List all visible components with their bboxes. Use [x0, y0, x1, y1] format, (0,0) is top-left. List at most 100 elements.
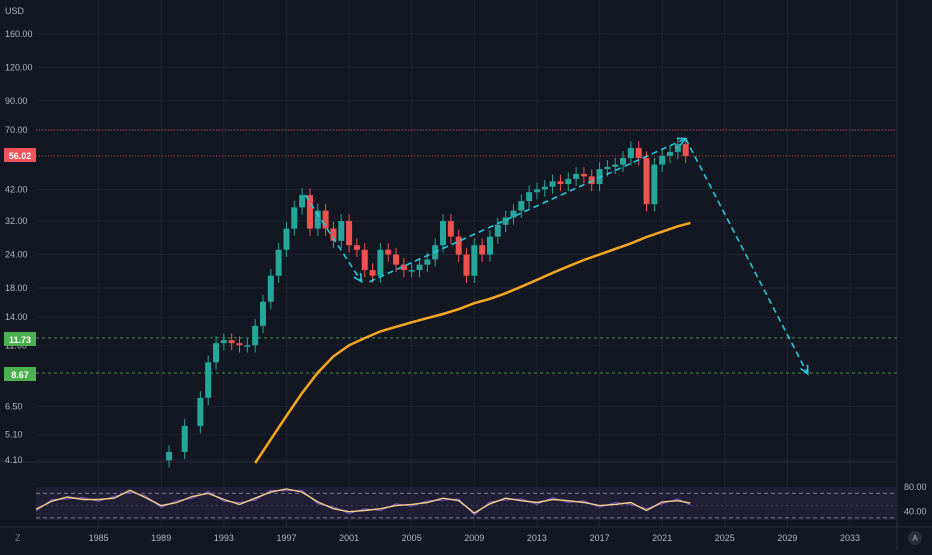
candle-body	[259, 301, 266, 326]
price-tick-label: 24.00	[5, 250, 28, 260]
candle-body	[620, 158, 627, 165]
candle-body	[346, 221, 353, 246]
year-tick-label: 2013	[527, 533, 547, 543]
currency-label: USD	[5, 6, 25, 16]
year-tick-label: 2005	[402, 533, 422, 543]
candle-body	[596, 169, 603, 185]
year-tick-label: 1993	[214, 533, 234, 543]
candle-body	[252, 325, 259, 346]
level-2-tag: 8.67	[11, 370, 29, 380]
year-tick-label: 2033	[840, 533, 860, 543]
projection-layer	[304, 137, 809, 376]
price-tick-label: 120.00	[5, 62, 33, 72]
timezone-icon[interactable]: Z	[15, 533, 21, 543]
candle-body	[306, 195, 313, 229]
price-tick-label: 5.10	[5, 430, 23, 440]
projection-segment	[684, 138, 809, 375]
candle-body	[502, 217, 509, 225]
price-tick-label: 14.00	[5, 312, 28, 322]
year-tick-label: 1989	[151, 533, 171, 543]
candle-body	[361, 249, 368, 271]
candle-body	[612, 164, 619, 167]
moving-average-layer	[254, 221, 691, 464]
price-tick-label: 18.00	[5, 283, 28, 293]
candle-body	[541, 186, 548, 190]
candle-body	[549, 181, 556, 187]
candle-body	[330, 228, 337, 241]
year-tick-label: 2001	[339, 533, 359, 543]
candle-body	[338, 221, 345, 241]
candle-body	[220, 340, 227, 344]
candle-body	[291, 207, 298, 229]
auto-scale-icon-bg[interactable]	[908, 531, 922, 545]
candle-body	[667, 151, 674, 156]
candle-body	[510, 210, 517, 218]
oscillator-line	[35, 488, 691, 514]
candle-body	[588, 176, 595, 185]
candle-body	[416, 264, 423, 271]
candle-body	[299, 195, 306, 208]
price-tick-label: 70.00	[5, 125, 28, 135]
candle-body	[267, 275, 274, 302]
candle-body	[213, 343, 220, 363]
grid-layer	[36, 0, 897, 527]
candle-body	[275, 249, 282, 276]
candle-body	[377, 249, 384, 276]
year-tick-label: 2021	[652, 533, 672, 543]
auto-scale-icon[interactable]: A	[912, 534, 918, 543]
level-2-tag-bg	[4, 367, 36, 381]
candle-body	[455, 236, 462, 255]
candle-body	[533, 189, 540, 193]
level-1-tag-bg	[4, 332, 36, 346]
candle-body	[440, 221, 447, 246]
oscillator-signal-line	[35, 489, 691, 516]
candle-body	[557, 181, 564, 185]
candle-body	[236, 343, 243, 346]
moving-average-line	[254, 221, 691, 464]
price-tick-label: 90.00	[5, 96, 28, 106]
candle-body	[447, 221, 454, 237]
projection-arrowhead	[353, 272, 363, 284]
candle-body	[682, 144, 689, 156]
candle-body	[479, 245, 486, 255]
candle-body	[486, 236, 493, 255]
candle-body	[408, 270, 415, 272]
candle-body	[314, 210, 321, 229]
projection-arrowhead	[676, 137, 688, 147]
price-tick-label: 160.00	[5, 29, 33, 39]
time-axis[interactable]: 1985 1989 1993 1997 2001 2005 2009 2013 2017 2021…	[89, 533, 860, 543]
last-price-tag: 56.02	[9, 151, 32, 161]
oscillator-axis[interactable]: 80.00 40.00	[904, 482, 927, 517]
candle-body	[393, 254, 400, 265]
candle-body	[463, 254, 470, 276]
projection-arrowhead	[800, 364, 809, 376]
candle-body	[205, 362, 212, 398]
candle-body	[369, 270, 376, 276]
oscillator-band	[36, 487, 896, 520]
candle-body	[565, 178, 572, 185]
year-tick-label: 1985	[89, 533, 109, 543]
levels-layer	[36, 129, 897, 374]
candle-body	[627, 147, 634, 159]
candle-body	[526, 192, 533, 202]
candle-body	[604, 166, 611, 170]
year-tick-label: 2029	[777, 533, 797, 543]
oscillator-tick-label: 80.00	[904, 482, 927, 492]
candle-body	[471, 245, 478, 276]
candle-layer	[166, 137, 689, 468]
year-tick-label: 2017	[590, 533, 610, 543]
last-price-tag-bg	[4, 148, 36, 162]
projection-segment	[369, 137, 686, 283]
year-tick-label: 2025	[715, 533, 735, 543]
oscillator-tick-label: 40.00	[904, 507, 927, 517]
candle-body	[228, 340, 235, 344]
level-1-tag: 11.73	[9, 335, 31, 345]
candle-body	[659, 155, 666, 165]
candle-body	[244, 345, 251, 347]
candle-body	[635, 147, 642, 159]
candle-body	[181, 425, 188, 452]
year-tick-label: 1997	[276, 533, 296, 543]
year-tick-label: 2009	[464, 533, 484, 543]
